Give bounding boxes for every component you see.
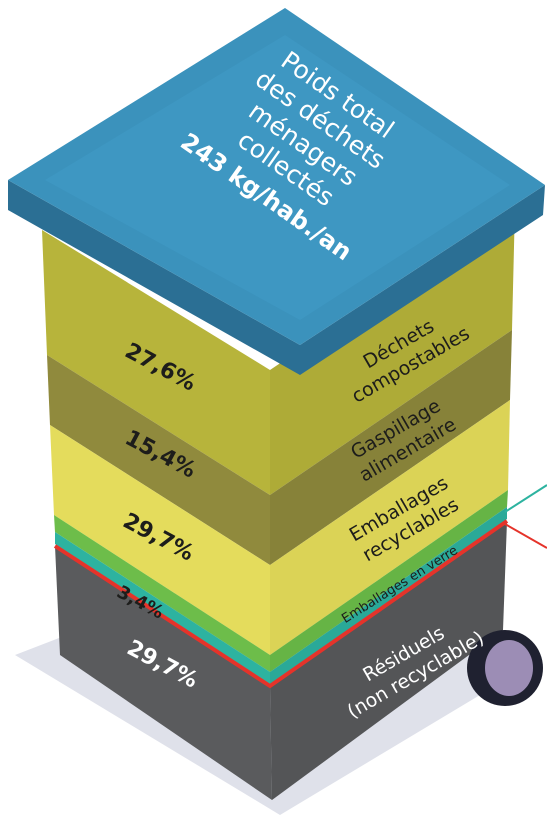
band-glass	[54, 515, 270, 672]
red-pointer	[504, 523, 547, 549]
band-packaging	[50, 425, 270, 655]
band-teal	[270, 507, 507, 684]
band-food-waste	[270, 330, 512, 565]
band-residual	[55, 546, 272, 800]
band-compost	[42, 230, 270, 495]
band-teal	[55, 532, 270, 684]
lid-inner	[45, 35, 510, 320]
band-glass	[270, 490, 508, 672]
red-line	[53, 519, 509, 689]
band-food-waste	[47, 355, 270, 565]
band-packaging	[270, 400, 510, 655]
lid-side	[8, 180, 545, 375]
teal-pointer	[504, 484, 547, 513]
wheel-hub	[485, 640, 533, 696]
band-compost	[270, 205, 515, 495]
band-residual	[270, 521, 507, 800]
